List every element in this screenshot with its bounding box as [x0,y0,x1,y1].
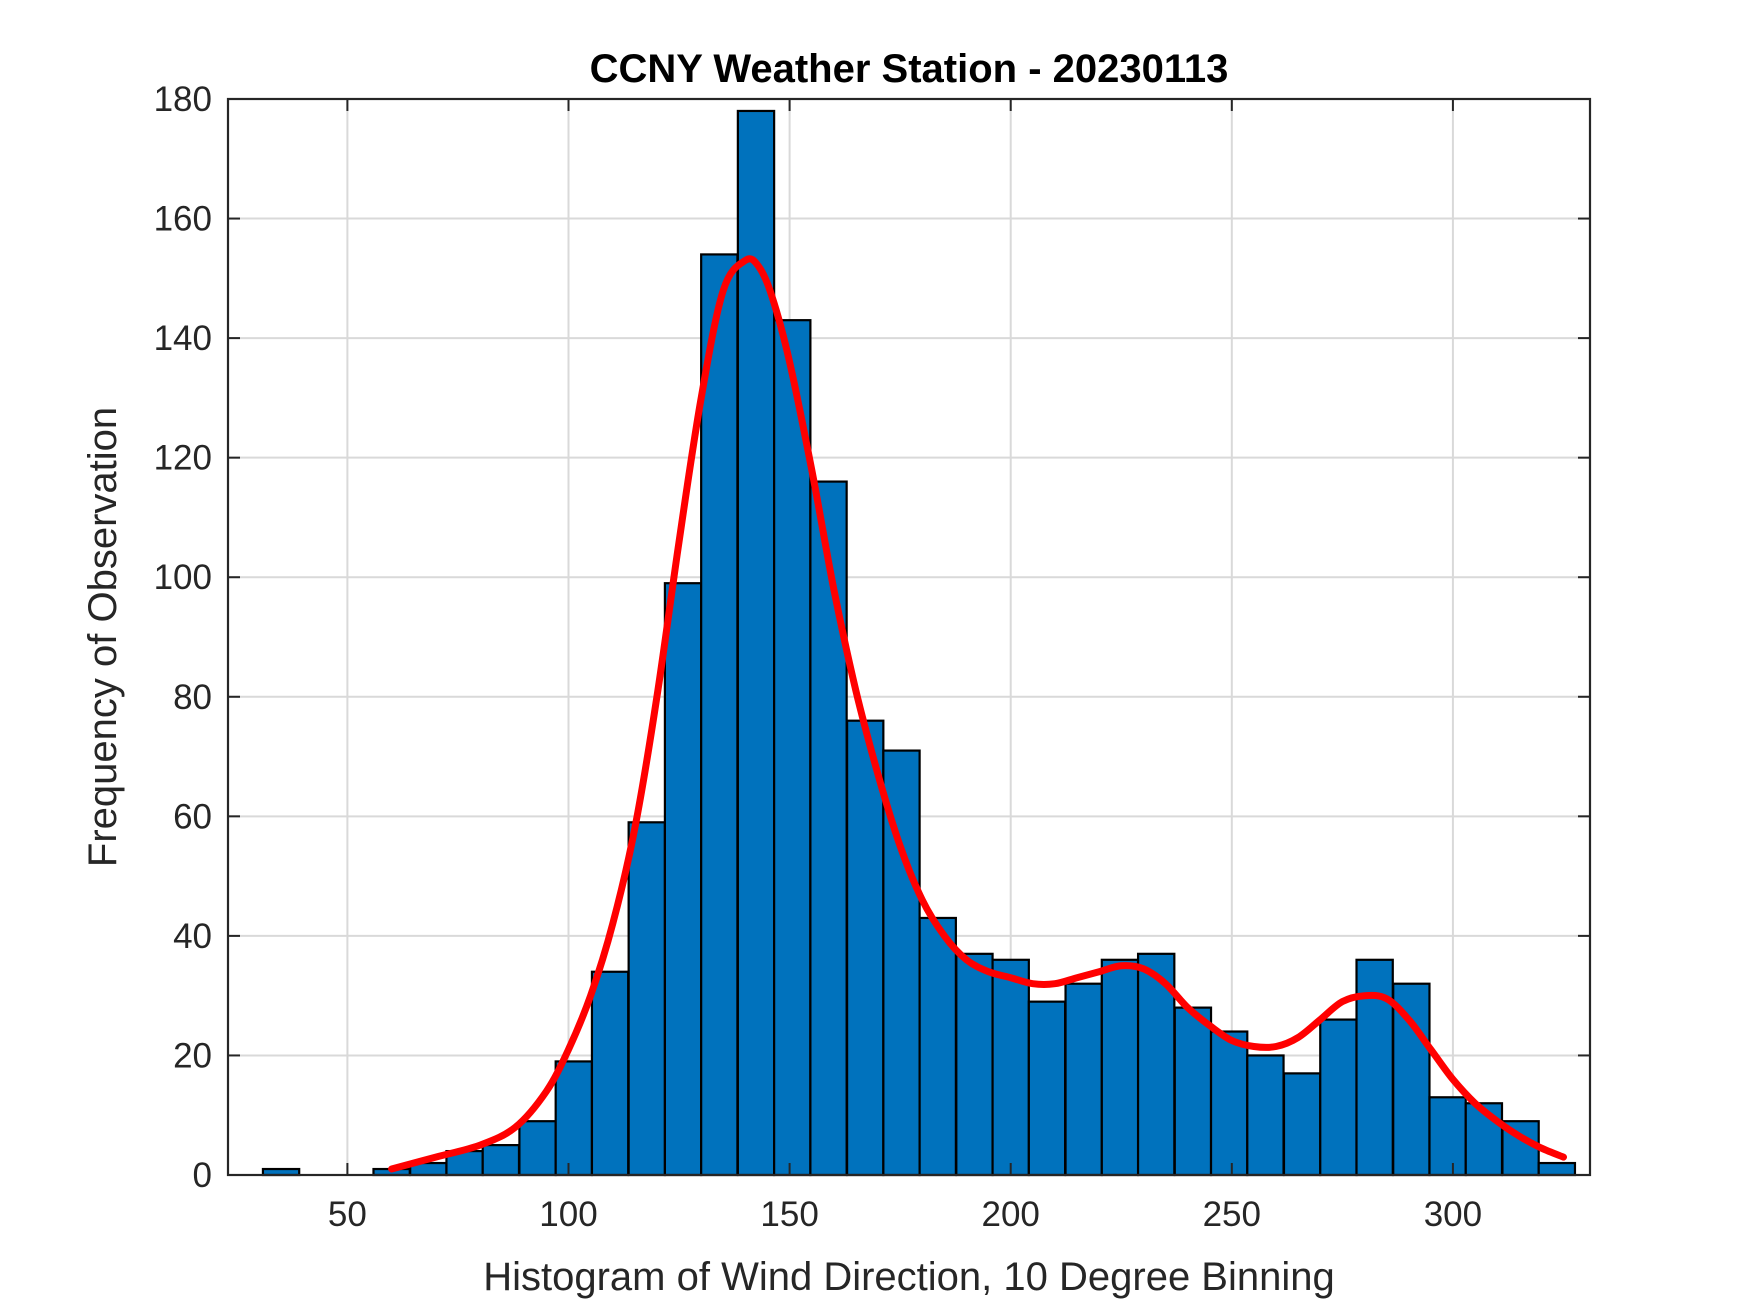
y-tick-label: 120 [154,439,212,478]
x-tick-label: 50 [328,1195,367,1234]
axis-ticks [228,98,1590,1176]
histogram-bar [1209,1030,1249,1177]
histogram-bar [1064,982,1103,1177]
x-tick-label: 300 [1424,1195,1482,1234]
chart-title: CCNY Weather Station - 20230113 [590,47,1229,91]
y-tick-label: 100 [154,558,212,597]
y-tick-label: 80 [173,678,212,717]
histogram-bars [261,109,1577,1177]
histogram-bar [1282,1072,1322,1177]
histogram-bar [700,253,739,1177]
y-tick-label: 180 [154,80,212,119]
x-tick-label: 150 [760,1195,818,1234]
histogram-bar [590,970,630,1177]
histogram-bar [1173,1006,1213,1177]
x-axis-label: Histogram of Wind Direction, 10 Degree B… [483,1255,1335,1299]
y-axis-label: Frequency of Observation [81,407,125,867]
histogram-bar [845,719,885,1177]
x-tick-label: 100 [539,1195,597,1234]
histogram-bar [1428,1096,1467,1177]
histogram-bar [736,109,776,1177]
y-tick-label: 20 [173,1036,212,1075]
y-tick-label: 160 [154,200,212,239]
tick-labels: 50 100 150 200 250 300 0 20 40 60 80 100 120 140 160 18… [154,80,1483,1234]
y-tick-label: 60 [173,797,212,836]
axes-box [226,97,1592,1177]
x-tick-label: 250 [1203,1195,1261,1234]
histogram-bar [918,916,957,1177]
histogram-bar [1537,1161,1577,1177]
histogram-bar [481,1144,521,1177]
y-tick-label: 0 [193,1156,212,1195]
histogram-bar [627,821,667,1177]
histogram-bar [1100,958,1140,1177]
fit-curve-layer [388,255,1567,1173]
fit-curve [388,255,1567,1173]
histogram-bar [663,582,703,1177]
x-tick-label: 200 [982,1195,1040,1234]
histogram-bar [809,480,848,1177]
histogram-bar [1027,1000,1067,1177]
histogram-bar [554,1060,594,1177]
histogram-bar [955,952,994,1177]
histogram-bar [1319,1018,1358,1177]
histogram-bar [518,1120,557,1177]
y-tick-label: 40 [173,917,212,956]
y-tick-label: 140 [154,319,212,358]
histogram-bar [1246,1054,1285,1177]
histogram-bar [991,958,1030,1177]
